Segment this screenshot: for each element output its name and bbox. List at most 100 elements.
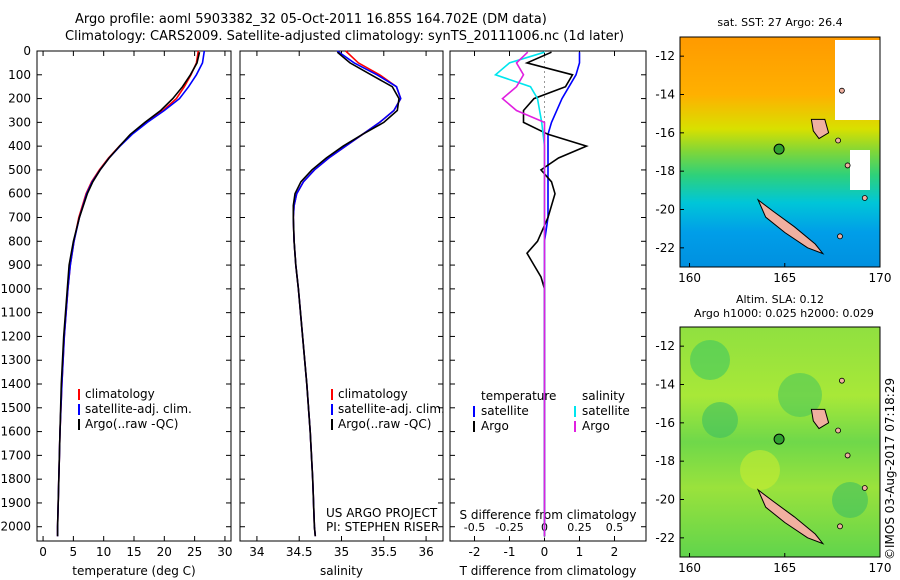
map-y-tick-label: -18	[655, 164, 675, 178]
y-tick-label: 1000	[0, 282, 31, 296]
figure-title: Argo profile: aoml 5903382_32 05-Oct-201…	[75, 12, 547, 27]
x-tick-label: 20	[157, 545, 172, 559]
s-axis-label: S difference from climatology	[460, 508, 637, 522]
small-island	[835, 427, 841, 434]
map-x-tick-label: 160	[678, 561, 701, 575]
legend-label: climatology	[85, 387, 155, 401]
map-x-tick-label: 160	[678, 271, 701, 285]
map-y-tick-label: -12	[655, 49, 675, 63]
y-tick-label: 300	[8, 115, 31, 129]
island-vanuatu	[810, 408, 830, 430]
argo-position-marker	[773, 143, 785, 155]
legend-label: satellite-adj. clim.	[85, 402, 192, 416]
sst-map-title: sat. SST: 27 Argo: 26.4	[717, 16, 842, 29]
x-tick-label: 10	[96, 545, 111, 559]
plot-frame-difference-profile	[449, 50, 647, 542]
small-island	[861, 195, 868, 201]
map-y-tick-label: -20	[655, 203, 675, 217]
x-tick-label: 35	[334, 545, 349, 559]
x-tick-label: 25	[187, 545, 202, 559]
legend-label: satellite-adj. clim.	[338, 402, 445, 416]
legend-label: Argo(..raw -QC)	[338, 417, 431, 431]
sla-blob	[690, 340, 730, 380]
figure-subtitle: Climatology: CARS2009. Satellite-adjuste…	[65, 29, 625, 44]
island-new-caledonia	[756, 198, 825, 255]
map-frame	[679, 326, 881, 558]
map-y-tick-label: -18	[655, 454, 675, 468]
small-island	[844, 452, 851, 459]
small-island	[835, 137, 841, 144]
legend-label: salinity	[582, 389, 625, 403]
y-tick-label: 1200	[0, 329, 31, 343]
legend-label: Argo	[582, 419, 610, 433]
legend-label: temperature	[481, 389, 556, 403]
sla-blob	[832, 482, 868, 518]
map-y-tick-label: -20	[655, 493, 675, 507]
map-x-tick-label: 170	[869, 271, 892, 285]
y-tick-label: 500	[8, 163, 31, 177]
x-axis-label: T difference from climatology	[459, 564, 637, 578]
x-axis-label: temperature (deg C)	[72, 564, 195, 578]
x-tick-label: 0	[39, 545, 47, 559]
map-y-tick-label: -22	[655, 531, 675, 545]
legend-label: Argo(..raw -QC)	[85, 417, 178, 431]
series-line-s-argo	[501, 51, 546, 537]
island-vanuatu	[810, 118, 830, 140]
map-y-tick-label: -22	[655, 241, 675, 255]
map-y-tick-label: -14	[655, 88, 675, 102]
map-y-tick-label: -14	[655, 378, 675, 392]
x-tick-label: -2	[469, 545, 481, 559]
x-tick-label: 35.5	[370, 545, 397, 559]
timestamp-stamp: ©IMOS 03-Aug-2017 07:18:29	[883, 377, 897, 560]
s-tick-label: -0.25	[495, 521, 523, 534]
x-tick-label: 36	[418, 545, 433, 559]
y-tick-label: 700	[8, 211, 31, 225]
sla-blob	[702, 402, 738, 438]
series-line-argo	[292, 51, 400, 537]
y-tick-label: 400	[8, 139, 31, 153]
map-frame	[679, 36, 881, 268]
plot-frame-salinity-profile	[239, 50, 444, 542]
s-tick-label: 0.5	[606, 521, 624, 534]
series-line-argo	[56, 52, 201, 537]
y-tick-label: 1600	[0, 425, 31, 439]
y-tick-label: 0	[23, 44, 31, 58]
legend-label: climatology	[338, 387, 408, 401]
map-x-tick-label: 165	[773, 271, 796, 285]
map-y-tick-label: -16	[655, 416, 675, 430]
y-tick-label: 1700	[0, 448, 31, 462]
sla-map-title: Altim. SLA: 0.12	[736, 293, 824, 306]
x-tick-label: 30	[217, 545, 232, 559]
x-tick-label: 1	[576, 545, 584, 559]
s-tick-label: -0.5	[464, 521, 485, 534]
series-line-t-argo	[522, 51, 589, 537]
y-tick-label: 100	[8, 68, 31, 82]
y-tick-label: 900	[8, 258, 31, 272]
y-tick-label: 600	[8, 187, 31, 201]
x-tick-label: 0	[541, 545, 549, 559]
x-tick-label: 5	[70, 545, 78, 559]
map-y-tick-label: -16	[655, 126, 675, 140]
small-island	[839, 87, 845, 94]
argo-position-marker	[773, 433, 785, 445]
x-tick-label: 34.5	[286, 545, 313, 559]
x-tick-label: -1	[504, 545, 516, 559]
s-tick-label: 0.25	[567, 521, 592, 534]
map-x-tick-label: 170	[869, 561, 892, 575]
x-tick-label: 34	[249, 545, 264, 559]
small-island	[837, 523, 843, 530]
y-tick-label: 1400	[0, 377, 31, 391]
project-label: US ARGO PROJECT	[326, 506, 438, 520]
small-island	[837, 233, 843, 240]
y-tick-label: 1100	[0, 306, 31, 320]
x-tick-label: 2	[611, 545, 619, 559]
island-new-caledonia	[756, 488, 825, 545]
legend-label: Argo	[481, 419, 509, 433]
y-tick-label: 1300	[0, 353, 31, 367]
x-axis-label: salinity	[320, 564, 363, 578]
sla-blob	[740, 450, 780, 490]
x-tick-label: 15	[126, 545, 141, 559]
cloud-mask	[835, 40, 880, 120]
y-tick-label: 2000	[0, 520, 31, 534]
map-x-tick-label: 165	[773, 561, 796, 575]
